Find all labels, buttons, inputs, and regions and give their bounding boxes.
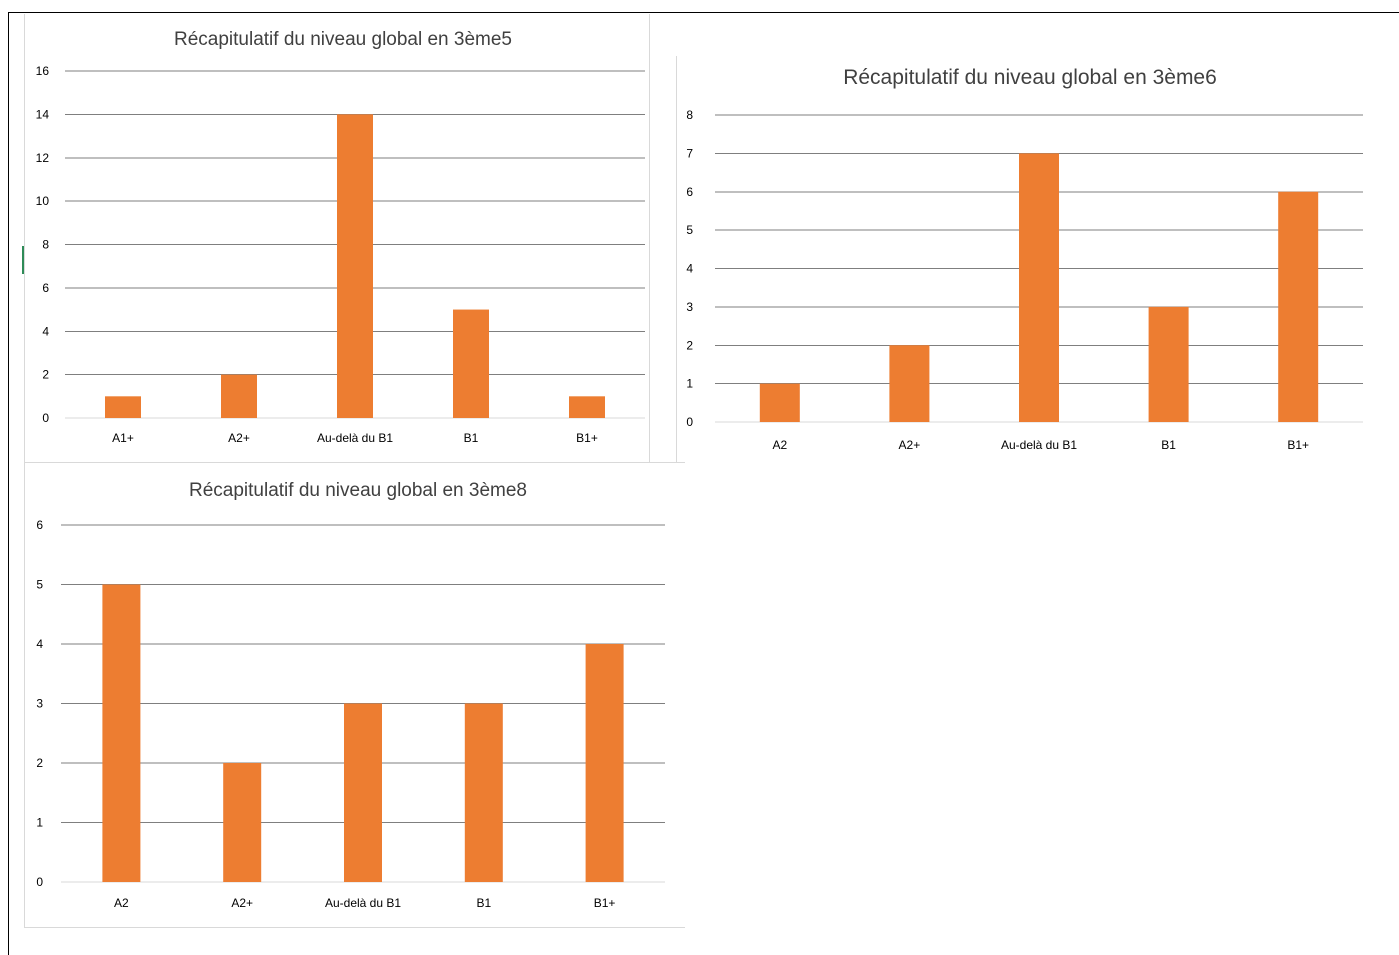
y-tick-label: 14 — [36, 107, 50, 121]
chart-3eme8-bars — [102, 584, 624, 883]
y-tick-label: 6 — [36, 518, 43, 532]
y-tick-label: 3 — [686, 300, 693, 314]
y-tick-label: 4 — [42, 324, 49, 338]
x-category-label: A2 — [114, 896, 129, 910]
x-category-label: A2 — [772, 438, 787, 452]
x-category-label: Au-delà du B1 — [1001, 438, 1077, 452]
y-tick-label: 4 — [36, 637, 43, 651]
x-category-label: B1+ — [594, 896, 616, 910]
bar-b1-[interactable] — [569, 396, 605, 418]
chart-3eme6-svg: Récapitulatif du niveau global en 3ème6 … — [686, 66, 1363, 452]
chart-3eme6-x-labels: A2 A2+ Au-delà du B1 B1 B1+ — [772, 438, 1309, 452]
selection-marker — [22, 246, 24, 274]
x-category-label: A1+ — [112, 431, 134, 445]
y-tick-label: 5 — [686, 223, 693, 237]
y-tick-label: 8 — [42, 238, 49, 252]
chart-3eme6[interactable]: Récapitulatif du niveau global en 3ème6 … — [676, 56, 1377, 464]
x-category-label: B1 — [476, 896, 491, 910]
bar-b1[interactable] — [1148, 306, 1189, 422]
y-tick-label: 7 — [686, 146, 693, 160]
y-tick-label: 6 — [686, 185, 693, 199]
bar-b1-[interactable] — [1278, 191, 1319, 422]
x-category-label: B1+ — [576, 431, 598, 445]
x-category-label: A2+ — [231, 896, 253, 910]
bar-au-del-du-b1[interactable] — [337, 114, 373, 418]
bar-a1-[interactable] — [105, 396, 141, 418]
bar-b1[interactable] — [453, 309, 489, 418]
bar-a2-[interactable] — [221, 374, 257, 418]
x-category-label: A2+ — [899, 438, 921, 452]
y-tick-label: 0 — [686, 415, 693, 429]
bar-a2-[interactable] — [223, 763, 262, 882]
chart-3eme8[interactable]: Récapitulatif du niveau global en 3ème8 … — [24, 462, 685, 928]
bar-au-del-du-b1[interactable] — [1019, 153, 1059, 422]
bar-b1[interactable] — [464, 703, 503, 883]
y-tick-label: 6 — [42, 281, 49, 295]
y-tick-label: 1 — [36, 816, 43, 830]
y-tick-label: 0 — [36, 875, 43, 889]
y-tick-label: 8 — [686, 108, 693, 122]
chart-3eme8-title: Récapitulatif du niveau global en 3ème8 — [189, 480, 527, 501]
chart-3eme6-bars — [759, 153, 1319, 422]
x-category-label: Au-delà du B1 — [325, 896, 401, 910]
x-category-label: B1 — [464, 431, 479, 445]
chart-3eme5-title: Récapitulatif du niveau global en 3ème5 — [174, 29, 512, 50]
x-category-label: A2+ — [228, 431, 250, 445]
x-category-label: Au-delà du B1 — [317, 431, 393, 445]
bar-a2-[interactable] — [889, 345, 930, 422]
y-tick-label: 16 — [36, 64, 50, 78]
y-tick-label: 0 — [42, 411, 49, 425]
y-tick-label: 12 — [36, 151, 50, 165]
chart-3eme5-x-labels: A1+ A2+ Au-delà du B1 B1 B1+ — [112, 431, 598, 445]
page-frame-left — [8, 12, 9, 955]
chart-3eme8-y-ticks: 0 1 2 3 4 5 6 — [36, 518, 43, 889]
y-tick-label: 5 — [36, 578, 43, 592]
chart-3eme6-title: Récapitulatif du niveau global en 3ème6 — [843, 66, 1217, 89]
y-tick-label: 10 — [36, 194, 50, 208]
page-frame-top — [8, 12, 1399, 13]
chart-3eme5-bars — [105, 114, 605, 418]
y-tick-label: 4 — [686, 262, 693, 276]
chart-3eme5-y-ticks: 0 2 4 6 8 10 12 14 16 — [36, 64, 50, 425]
bar-a2[interactable] — [759, 383, 800, 422]
chart-3eme6-y-ticks: 0 1 2 3 4 5 6 7 8 — [686, 108, 693, 429]
bar-a2[interactable] — [102, 584, 141, 883]
chart-3eme5-gridlines — [65, 70, 645, 419]
y-tick-label: 2 — [686, 338, 693, 352]
bar-au-del-du-b1[interactable] — [344, 703, 382, 883]
bar-b1-[interactable] — [585, 644, 624, 882]
y-tick-label: 2 — [42, 368, 49, 382]
y-tick-label: 2 — [36, 756, 43, 770]
y-tick-label: 3 — [36, 697, 43, 711]
y-tick-label: 1 — [686, 377, 693, 391]
x-category-label: B1+ — [1287, 438, 1309, 452]
x-category-label: B1 — [1161, 438, 1176, 452]
chart-3eme8-svg: Récapitulatif du niveau global en 3ème8 … — [36, 480, 665, 910]
chart-3eme5-svg: Récapitulatif du niveau global en 3ème5 … — [36, 29, 645, 445]
chart-3eme8-x-labels: A2 A2+ Au-delà du B1 B1 B1+ — [114, 896, 615, 910]
chart-3eme5[interactable]: Récapitulatif du niveau global en 3ème5 … — [24, 14, 650, 463]
